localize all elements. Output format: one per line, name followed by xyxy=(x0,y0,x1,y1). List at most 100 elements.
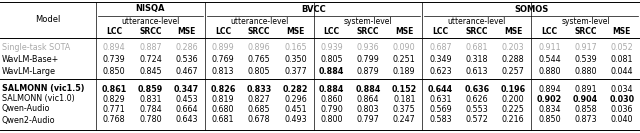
Text: 0.887: 0.887 xyxy=(139,43,162,53)
Text: 0.768: 0.768 xyxy=(103,115,125,124)
Text: 0.859: 0.859 xyxy=(138,84,163,93)
Text: 0.813: 0.813 xyxy=(212,66,234,76)
Text: 0.536: 0.536 xyxy=(175,55,198,65)
Text: 0.678: 0.678 xyxy=(248,115,271,124)
Text: LCC: LCC xyxy=(541,26,557,36)
Text: 0.858: 0.858 xyxy=(574,105,597,113)
Text: Single-task SOTA: Single-task SOTA xyxy=(2,43,70,53)
Text: LCC: LCC xyxy=(433,26,449,36)
Text: 0.739: 0.739 xyxy=(103,55,125,65)
Text: SALMONN (vic1.0): SALMONN (vic1.0) xyxy=(2,95,75,103)
Text: 0.165: 0.165 xyxy=(284,43,307,53)
Text: 0.040: 0.040 xyxy=(611,115,633,124)
Text: 0.200: 0.200 xyxy=(502,95,524,103)
Text: 0.467: 0.467 xyxy=(175,66,198,76)
Text: 0.544: 0.544 xyxy=(538,55,561,65)
Text: 0.884: 0.884 xyxy=(355,84,381,93)
Text: 0.569: 0.569 xyxy=(429,105,452,113)
Text: SRCC: SRCC xyxy=(139,26,162,36)
Text: 0.377: 0.377 xyxy=(284,66,307,76)
Text: 0.225: 0.225 xyxy=(502,105,525,113)
Text: 0.797: 0.797 xyxy=(356,115,380,124)
Text: 0.553: 0.553 xyxy=(465,105,488,113)
Text: 0.375: 0.375 xyxy=(393,105,415,113)
Text: 0.350: 0.350 xyxy=(284,55,307,65)
Text: 0.286: 0.286 xyxy=(175,43,198,53)
Text: 0.034: 0.034 xyxy=(611,84,633,93)
Text: 0.911: 0.911 xyxy=(538,43,561,53)
Text: MSE: MSE xyxy=(612,26,631,36)
Text: 0.861: 0.861 xyxy=(102,84,127,93)
Text: 0.880: 0.880 xyxy=(538,66,561,76)
Text: 0.894: 0.894 xyxy=(538,84,561,93)
Text: 0.805: 0.805 xyxy=(248,66,271,76)
Text: 0.453: 0.453 xyxy=(175,95,198,103)
Text: LCC: LCC xyxy=(215,26,231,36)
Text: SRCC: SRCC xyxy=(465,26,488,36)
Text: 0.884: 0.884 xyxy=(319,84,344,93)
Text: 0.939: 0.939 xyxy=(321,43,343,53)
Text: 0.936: 0.936 xyxy=(356,43,380,53)
Text: 0.643: 0.643 xyxy=(175,115,198,124)
Text: 0.880: 0.880 xyxy=(574,66,597,76)
Text: utterance-level: utterance-level xyxy=(230,18,289,26)
Text: SRCC: SRCC xyxy=(574,26,597,36)
Text: 0.845: 0.845 xyxy=(139,66,162,76)
Text: 0.081: 0.081 xyxy=(611,55,633,65)
Text: 0.902: 0.902 xyxy=(537,95,562,103)
Text: 0.626: 0.626 xyxy=(465,95,488,103)
Text: 0.827: 0.827 xyxy=(248,95,271,103)
Text: 0.203: 0.203 xyxy=(502,43,524,53)
Text: 0.644: 0.644 xyxy=(428,84,453,93)
Text: 0.044: 0.044 xyxy=(611,66,633,76)
Text: 0.860: 0.860 xyxy=(321,95,343,103)
Text: 0.680: 0.680 xyxy=(212,105,234,113)
Text: 0.613: 0.613 xyxy=(465,66,488,76)
Text: 0.247: 0.247 xyxy=(393,115,415,124)
Text: WavLM-Base+: WavLM-Base+ xyxy=(2,55,60,65)
Text: 0.894: 0.894 xyxy=(103,43,125,53)
Text: WavLM-Large: WavLM-Large xyxy=(2,66,56,76)
Text: 0.631: 0.631 xyxy=(429,95,452,103)
Text: Qwen-Audio: Qwen-Audio xyxy=(2,105,51,113)
Text: 0.833: 0.833 xyxy=(246,84,272,93)
Text: 0.296: 0.296 xyxy=(284,95,307,103)
Text: system-level: system-level xyxy=(561,18,610,26)
Text: 0.181: 0.181 xyxy=(393,95,415,103)
Text: 0.829: 0.829 xyxy=(103,95,125,103)
Text: MSE: MSE xyxy=(395,26,413,36)
Text: 0.831: 0.831 xyxy=(139,95,162,103)
Text: 0.036: 0.036 xyxy=(611,105,633,113)
Text: 0.090: 0.090 xyxy=(393,43,415,53)
Text: 0.834: 0.834 xyxy=(538,105,561,113)
Text: 0.687: 0.687 xyxy=(429,43,452,53)
Text: 0.664: 0.664 xyxy=(175,105,198,113)
Text: 0.257: 0.257 xyxy=(502,66,525,76)
Text: 0.790: 0.790 xyxy=(321,105,343,113)
Text: system-level: system-level xyxy=(344,18,392,26)
Text: 0.030: 0.030 xyxy=(609,95,634,103)
Text: Model: Model xyxy=(35,16,61,24)
Text: 0.347: 0.347 xyxy=(174,84,199,93)
Text: 0.685: 0.685 xyxy=(248,105,271,113)
Text: 0.765: 0.765 xyxy=(248,55,271,65)
Text: LCC: LCC xyxy=(106,26,122,36)
Text: 0.216: 0.216 xyxy=(502,115,524,124)
Text: 0.724: 0.724 xyxy=(139,55,162,65)
Text: 0.799: 0.799 xyxy=(356,55,380,65)
Text: utterance-level: utterance-level xyxy=(447,18,506,26)
Text: 0.884: 0.884 xyxy=(319,66,344,76)
Text: 0.879: 0.879 xyxy=(356,66,380,76)
Text: 0.780: 0.780 xyxy=(139,115,162,124)
Text: 0.850: 0.850 xyxy=(538,115,561,124)
Text: 0.784: 0.784 xyxy=(139,105,162,113)
Text: 0.904: 0.904 xyxy=(573,95,598,103)
Text: SOMOS: SOMOS xyxy=(514,5,548,14)
Text: NISQA: NISQA xyxy=(136,5,165,14)
Text: 0.052: 0.052 xyxy=(611,43,633,53)
Text: Qwen2-Audio: Qwen2-Audio xyxy=(2,115,56,124)
Text: SRCC: SRCC xyxy=(356,26,380,36)
Text: 0.152: 0.152 xyxy=(392,84,417,93)
Text: 0.451: 0.451 xyxy=(284,105,307,113)
Text: 0.819: 0.819 xyxy=(212,95,234,103)
